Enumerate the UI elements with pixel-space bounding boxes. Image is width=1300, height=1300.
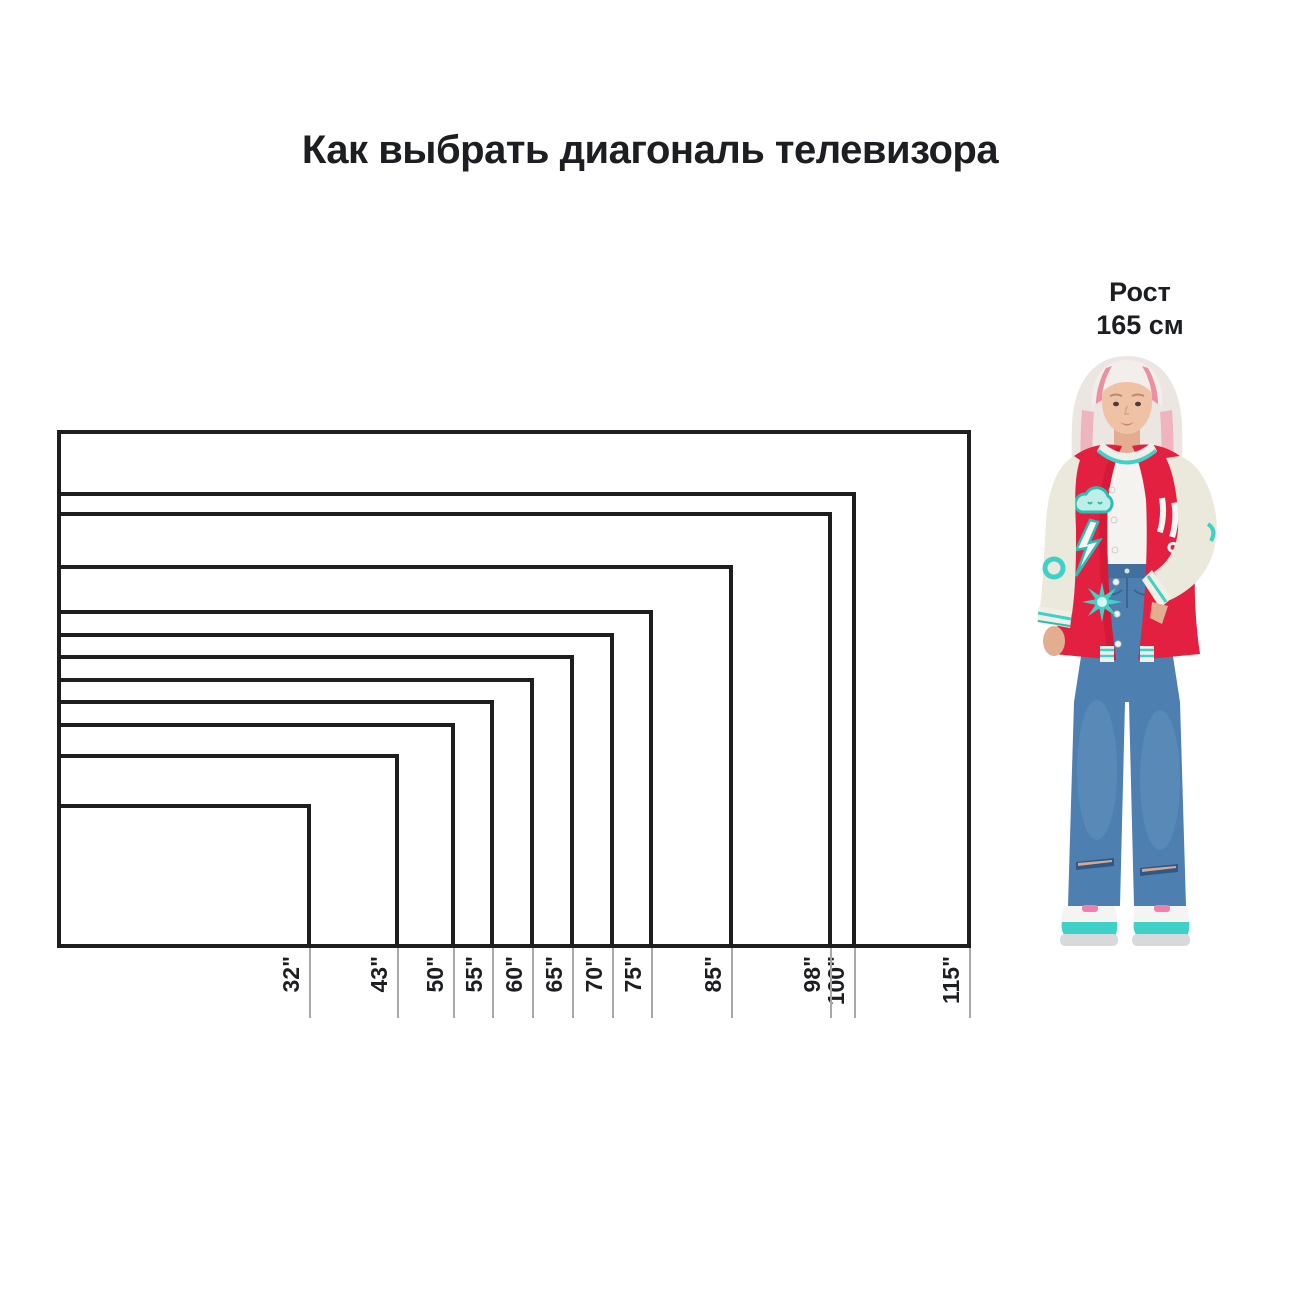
tick-55 [492, 948, 494, 1018]
cloud-patch [1073, 486, 1114, 514]
person-height-label-line2: 165 см [1096, 310, 1184, 340]
tick-70 [612, 948, 614, 1018]
person-head [1091, 360, 1163, 456]
person-tank-top [1098, 454, 1156, 574]
starburst-patch [1082, 582, 1122, 622]
tick-60 [532, 948, 534, 1018]
person-height-label-line1: Рост [1109, 277, 1171, 307]
person-sneakers [1060, 905, 1190, 946]
person-sleeves [1037, 456, 1217, 656]
page-title: Как выбрать диагональ телевизора [301, 128, 999, 172]
tick-85 [731, 948, 733, 1018]
tick-115 [969, 948, 971, 1018]
person-illustration [1037, 356, 1217, 946]
tick-75 [651, 948, 653, 1018]
tick-65 [572, 948, 574, 1018]
tick-50 [453, 948, 455, 1018]
tick-32 [309, 948, 311, 1018]
tick-100 [854, 948, 856, 1018]
tv-rect-32 [57, 804, 311, 948]
tick-98 [830, 948, 832, 1018]
person-height-label: Рост 165 см [1015, 276, 1265, 342]
lightning-patch [1073, 518, 1103, 577]
tick-43 [397, 948, 399, 1018]
